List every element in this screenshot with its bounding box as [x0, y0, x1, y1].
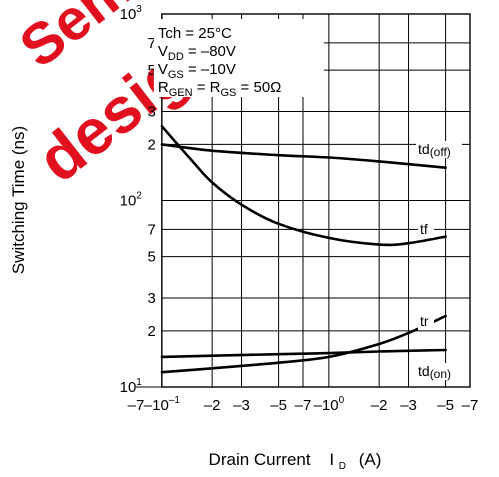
condition-line: Tch = 25°C	[158, 25, 232, 42]
x-tick-label: –7	[295, 397, 312, 414]
y-tick-label: 5	[148, 249, 156, 266]
condition-line: VGS = –10V	[158, 61, 236, 81]
series-label-bg	[416, 141, 462, 158]
y-tick-label: 5	[148, 62, 156, 79]
x-tick-label: –3	[233, 397, 250, 414]
y-tick-label: 2	[148, 323, 156, 340]
plot-frame	[161, 13, 471, 388]
y-tick-label: 2	[148, 136, 156, 153]
series-label-tr: tr	[420, 313, 429, 329]
series-line-tf	[160, 125, 447, 247]
x-tick-label: –5	[270, 397, 287, 414]
condition-line: RGEN = RGS = 50Ω	[158, 79, 282, 99]
series-label-td-on: td(on)	[418, 363, 451, 381]
x-tick-label: –7	[128, 397, 145, 414]
series-line-td-on	[160, 348, 447, 359]
series-label-bg	[416, 363, 462, 380]
x-tick-label: –3	[400, 397, 417, 414]
series-label-td-off: td(off)	[418, 141, 451, 159]
x-axis-unit: (A)	[359, 450, 382, 469]
x-tick-label: –2	[204, 397, 221, 414]
condition-line: VDD = –80V	[158, 43, 236, 63]
y-tick-label: 103	[120, 4, 143, 23]
series-label-tf: tf	[420, 221, 428, 237]
x-axis-symbol-sub: D	[339, 461, 346, 472]
x-axis-title-text: Drain Current	[209, 450, 311, 469]
y-tick-label: 7	[148, 35, 156, 52]
series-curves	[160, 125, 447, 374]
y-tick-label: 101	[120, 377, 143, 396]
x-axis-title: Drain Current I D (A)	[209, 450, 382, 473]
series-labels: td(off) tf tr td(on)	[416, 141, 462, 381]
x-tick-label: –100	[314, 395, 345, 414]
y-tick-label: 3	[148, 290, 156, 307]
series-label-bg	[418, 313, 434, 330]
series-line-tr	[160, 314, 447, 374]
x-tick-label: –7	[462, 397, 479, 414]
series-label-bg	[418, 221, 434, 238]
x-tick-label: –2	[371, 397, 388, 414]
x-axis-symbol: I	[329, 450, 334, 469]
series-line-td-off	[160, 143, 447, 169]
conditions-background	[153, 19, 324, 97]
y-tick-label: 7	[148, 221, 156, 238]
tick-labels: –7 –10–1 –2 –3 –5 –7 –100 –2 –3 –5 –71012357102235…	[120, 4, 479, 414]
y-tick-label: 102	[120, 191, 143, 210]
y-axis-title: Switching Time (ns)	[9, 126, 28, 274]
y-tick-label: 3	[148, 104, 156, 121]
x-tick-label: –10–1	[144, 395, 181, 414]
x-tick-label: –5	[437, 397, 454, 414]
